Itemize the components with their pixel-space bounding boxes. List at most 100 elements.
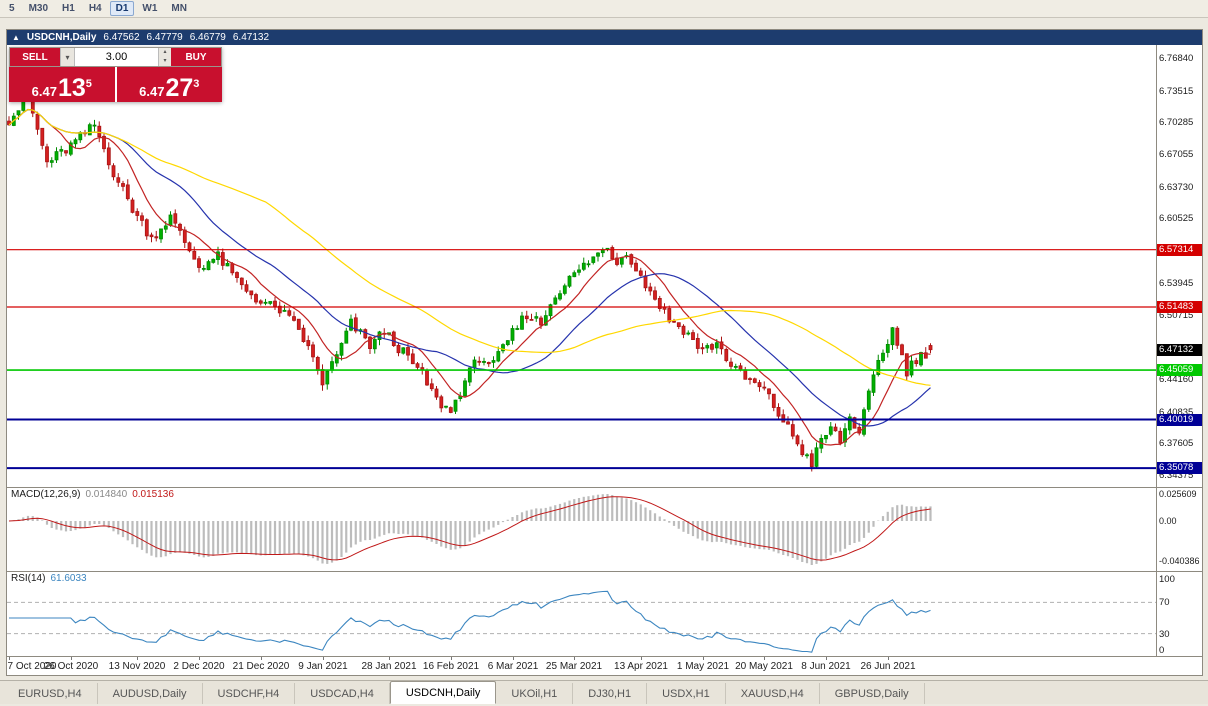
time-axis-tick xyxy=(199,657,200,660)
price-level-badge: 6.57314 xyxy=(1157,244,1202,256)
time-axis-label: 2 Dec 2020 xyxy=(173,661,225,672)
timeframe-button-d1[interactable]: D1 xyxy=(109,1,135,16)
time-axis-label: 8 Jun 2021 xyxy=(801,661,851,672)
buy-price-quote[interactable]: 6.47 27 3 xyxy=(116,67,222,102)
time-axis-tick xyxy=(323,657,324,660)
macd-indicator-pane[interactable]: MACD(12,26,9) 0.014840 0.015136 0.025609 0.… xyxy=(7,488,1202,572)
macd-label: MACD(12,26,9) 0.014840 0.015136 xyxy=(11,489,174,500)
price-axis-label: 6.37605 xyxy=(1159,438,1194,449)
macd-axis-label: 0.00 xyxy=(1159,516,1177,526)
timeframe-button-m30[interactable]: M30 xyxy=(28,3,49,14)
time-axis-label: 9 Jan 2021 xyxy=(298,661,348,672)
macd-axis-label: -0.040386 xyxy=(1159,556,1200,566)
rsi-axis-label: 0 xyxy=(1159,645,1165,656)
volume-stepper: ▴ ▾ xyxy=(158,48,171,66)
rsi-axis-label: 100 xyxy=(1159,574,1175,585)
quote-low: 6.46779 xyxy=(189,32,226,43)
quote-high: 6.47779 xyxy=(146,32,183,43)
price-axis-label: 6.44160 xyxy=(1159,374,1194,385)
price-level-badge: 6.45059 xyxy=(1157,364,1202,376)
price-level-badge: 6.40019 xyxy=(1157,414,1202,426)
price-axis-label: 6.73515 xyxy=(1159,86,1194,97)
time-axis-tick xyxy=(513,657,514,660)
candlestick-chart[interactable] xyxy=(7,45,1156,488)
rsi-name: RSI(14) xyxy=(11,573,46,584)
price-axis: 6.76840 6.73515 6.70285 6.67055 6.63730 6.605… xyxy=(1156,45,1202,487)
price-level-badge: 6.35078 xyxy=(1157,462,1202,474)
buy-price-pips: 27 xyxy=(165,74,194,102)
price-axis-label: 6.70285 xyxy=(1159,117,1194,128)
time-axis-label: 1 May 2021 xyxy=(676,661,730,672)
chart-tab-ukoil-h1[interactable]: UKOil,H1 xyxy=(496,683,574,704)
time-axis-tick xyxy=(764,657,765,660)
price-chart-pane[interactable]: 6.76840 6.73515 6.70285 6.67055 6.63730 6.605… xyxy=(7,45,1202,488)
time-axis-tick xyxy=(574,657,575,660)
macd-plot[interactable] xyxy=(7,488,1156,572)
rsi-value: 61.6033 xyxy=(50,573,87,584)
price-axis-label: 6.40835 xyxy=(1159,407,1194,418)
macd-axis-label: 0.025609 xyxy=(1159,489,1197,499)
sell-price-quote[interactable]: 6.47 13 5 xyxy=(9,67,115,102)
price-axis-label: 6.63730 xyxy=(1159,182,1194,193)
time-axis-tick xyxy=(826,657,827,660)
timeframe-button-5[interactable]: 5 xyxy=(9,3,15,14)
rsi-label: RSI(14) 61.6033 xyxy=(11,573,87,584)
rsi-plot[interactable] xyxy=(7,572,1156,657)
time-axis-label: 16 Feb 2021 xyxy=(422,661,480,672)
macd-signal-value: 0.015136 xyxy=(132,489,174,500)
price-axis-label: 6.60525 xyxy=(1159,213,1194,224)
sell-button[interactable]: SELL xyxy=(10,48,60,66)
current-price-badge: 6.47132 xyxy=(1157,344,1202,356)
price-level-badge: 6.51483 xyxy=(1157,301,1202,313)
volume-input[interactable]: 3.00 xyxy=(75,48,158,66)
chart-tab-eurusd-h4[interactable]: EURUSD,H4 xyxy=(3,683,98,704)
time-axis-label: 25 Mar 2021 xyxy=(545,661,603,672)
rsi-axis: 100 70 30 0 xyxy=(1156,572,1202,656)
chart-tab-usdcad-h4[interactable]: USDCAD,H4 xyxy=(295,683,390,704)
quote-close: 6.47132 xyxy=(232,32,270,43)
macd-main-value: 0.014840 xyxy=(85,489,128,500)
sell-price-fraction: 5 xyxy=(85,78,92,90)
timeframe-button-h1[interactable]: H1 xyxy=(62,3,75,14)
chart-tab-usdchf-h4[interactable]: USDCHF,H4 xyxy=(203,683,296,704)
volume-increase-icon[interactable]: ▴ xyxy=(163,49,167,55)
sell-price-pips: 13 xyxy=(57,74,86,102)
chart-tab-usdx-h1[interactable]: USDX,H1 xyxy=(647,683,726,704)
timeframe-button-mn[interactable]: MN xyxy=(171,3,187,14)
time-axis-tick xyxy=(9,657,10,660)
buy-price-base: 6.47 xyxy=(139,84,165,99)
time-axis-label: 26 Jun 2021 xyxy=(860,661,916,672)
buy-button[interactable]: BUY xyxy=(171,48,221,66)
chart-tabs-bar: EURUSD,H4 AUDUSD,Daily USDCHF,H4 USDCAD,H4 U… xyxy=(0,680,1208,704)
time-axis-label: 13 Apr 2021 xyxy=(614,661,668,672)
chart-tab-dj30-h1[interactable]: DJ30,H1 xyxy=(573,683,648,704)
time-axis-label: 20 May 2021 xyxy=(735,661,793,672)
price-axis-label: 6.67055 xyxy=(1159,149,1194,160)
time-axis-label: 21 Dec 2020 xyxy=(232,661,290,672)
time-axis-label: 26 Oct 2020 xyxy=(43,661,99,672)
time-axis-tick xyxy=(451,657,452,660)
price-axis-label: 6.50715 xyxy=(1159,310,1194,321)
macd-name: MACD(12,26,9) xyxy=(11,489,81,500)
rsi-indicator-pane[interactable]: RSI(14) 61.6033 100 70 30 0 xyxy=(7,572,1202,657)
time-axis-label: 28 Jan 2021 xyxy=(361,661,417,672)
quote-divider xyxy=(114,67,117,102)
chart-tab-audusd-daily[interactable]: AUDUSD,Daily xyxy=(98,683,203,704)
time-axis-tick xyxy=(641,657,642,660)
rsi-axis-label: 70 xyxy=(1159,597,1170,609)
timeframe-button-w1[interactable]: W1 xyxy=(142,3,158,14)
buy-price-fraction: 3 xyxy=(193,78,200,90)
chart-tab-gbpusd-daily[interactable]: GBPUSD,Daily xyxy=(820,683,925,704)
time-axis-label: 13 Nov 2020 xyxy=(108,661,166,672)
chart-tab-xauusd-h4[interactable]: XAUUSD,H4 xyxy=(726,683,820,704)
volume-dropdown-icon[interactable]: ▾ xyxy=(60,48,75,66)
sell-price-base: 6.47 xyxy=(31,84,57,99)
timeframe-button-h4[interactable]: H4 xyxy=(88,3,102,14)
price-axis-label: 6.53945 xyxy=(1159,278,1194,289)
time-axis-tick xyxy=(261,657,262,660)
rsi-axis-label: 30 xyxy=(1159,628,1170,640)
collapse-trade-panel-arrow[interactable]: ▲ xyxy=(12,33,20,42)
volume-decrease-icon[interactable]: ▾ xyxy=(163,58,167,64)
chart-title-bar: ▲ USDCNH,Daily 6.47562 6.47779 6.46779 6… xyxy=(7,30,1202,45)
chart-tab-usdcnh-daily[interactable]: USDCNH,Daily xyxy=(389,681,497,704)
